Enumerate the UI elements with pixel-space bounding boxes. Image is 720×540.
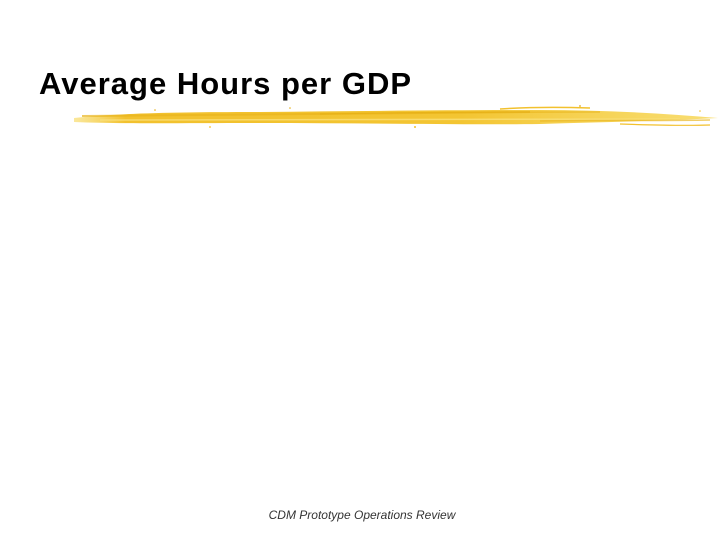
title-underline-brush-stroke <box>74 105 718 128</box>
slide-footer: CDM Prototype Operations Review <box>268 508 456 522</box>
slide-title: Average Hours per GDP <box>39 66 413 101</box>
